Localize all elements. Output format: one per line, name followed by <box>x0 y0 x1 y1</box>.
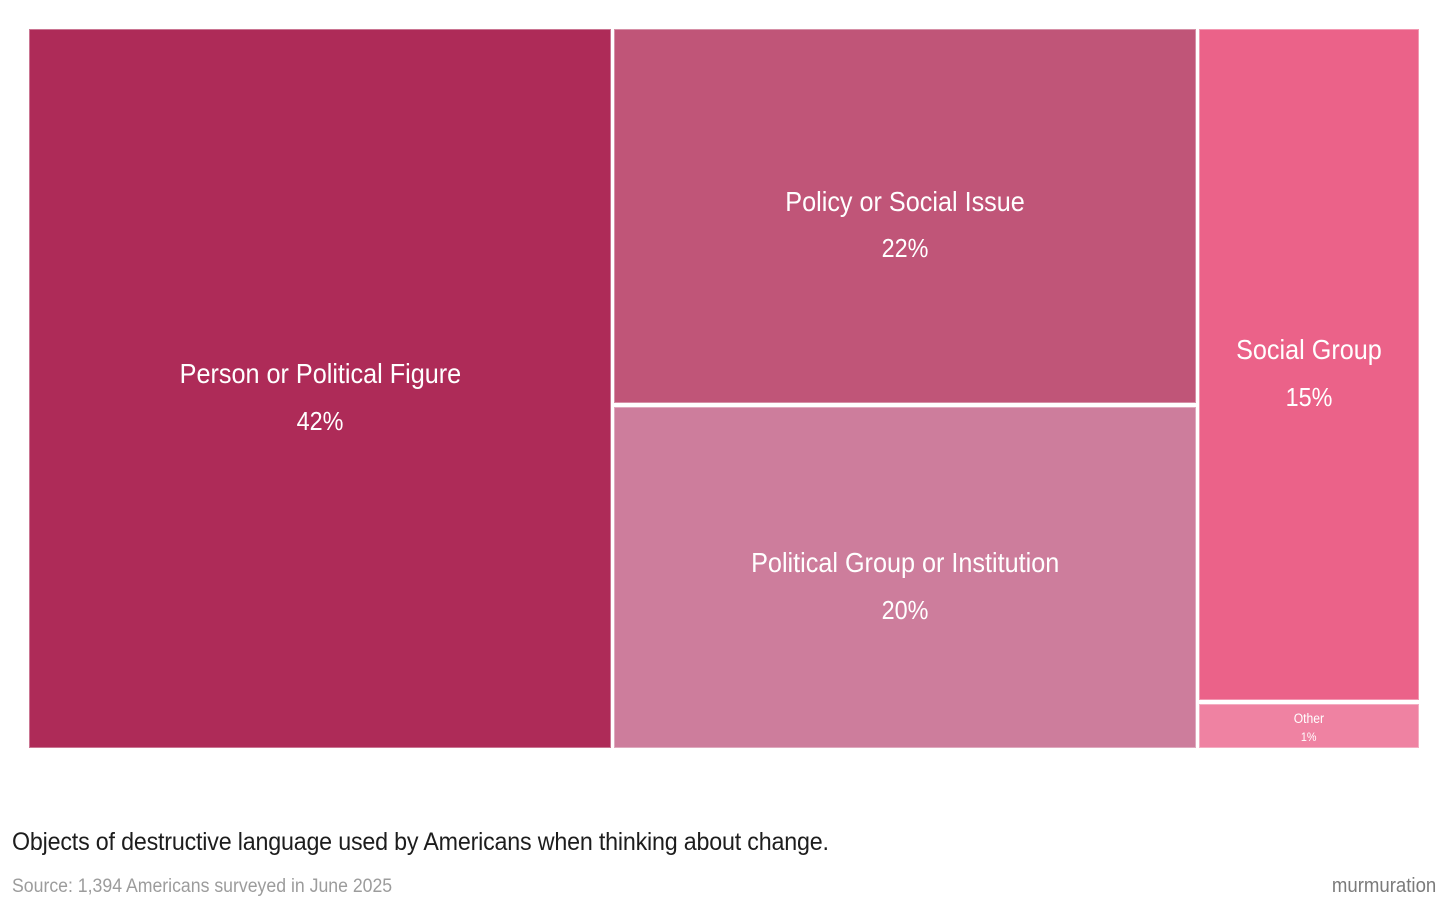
block-label: Political Group or Institution <box>750 547 1060 579</box>
chart-title: Objects of destructive language used by … <box>12 828 829 856</box>
block-value: 22% <box>881 233 929 264</box>
treemap-block-other: Other 1% <box>1199 704 1419 748</box>
treemap-block-person-or-political-figure: Person or Political Figure 42% <box>29 29 611 748</box>
block-value: 42% <box>296 405 344 436</box>
block-value: 20% <box>881 594 929 625</box>
block-label: Other <box>1293 711 1325 727</box>
treemap-block-policy-or-social-issue: Policy or Social Issue 22% <box>614 29 1196 403</box>
treemap-block-political-group-or-institution: Political Group or Institution 20% <box>614 407 1196 748</box>
treemap-block-social-group: Social Group 15% <box>1199 29 1419 700</box>
block-label: Person or Political Figure <box>179 358 461 390</box>
block-label: Policy or Social Issue <box>785 185 1025 217</box>
block-value: 15% <box>1285 381 1333 412</box>
block-label: Social Group <box>1236 334 1382 366</box>
brand-wordmark: murmuration <box>1331 875 1436 897</box>
chart-source-note: Source: 1,394 Americans surveyed in June… <box>12 876 393 897</box>
treemap: Person or Political Figure 42% Policy or… <box>29 29 1419 748</box>
block-value: 1% <box>1301 729 1317 744</box>
